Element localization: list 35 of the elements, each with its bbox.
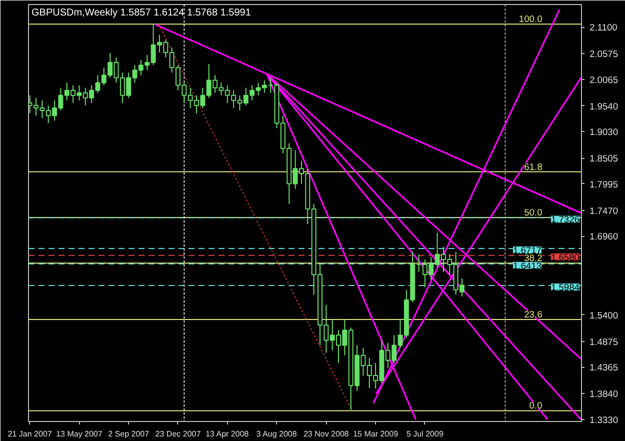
y-tick-label: 1.7995	[590, 179, 618, 190]
ref-line-label: 1.6580	[550, 252, 580, 262]
y-tick-label: 1.7470	[590, 206, 618, 216]
ref-line-label: 1.5984	[550, 282, 580, 292]
y-tick-label: 2.0575	[590, 49, 618, 60]
x-tick-label: 2 Sep 2007	[108, 430, 150, 438]
y-tick-label: 1.5400	[590, 310, 618, 320]
annotation: 50.0	[524, 207, 542, 218]
y-tick-label: 1.6960	[590, 232, 618, 242]
annotation: 23.6	[524, 310, 542, 320]
chart-title: GBPUSDm,Weekly 1.5857 1.6124 1.5768 1.5991	[32, 8, 252, 18]
x-tick-label: 21 Jan 2007	[8, 430, 52, 438]
y-tick-label: 1.3330	[590, 414, 618, 425]
y-tick-label: 2.0065	[590, 74, 618, 85]
y-tick-label: 1.3840	[590, 389, 618, 400]
x-tick-label: 23 Dec 2007	[155, 430, 202, 438]
x-tick-label: 3 Aug 2008	[256, 430, 298, 438]
y-tick-label: 1.4365	[590, 362, 618, 373]
ref-line-label: 1.6717	[512, 245, 542, 256]
x-tick-label: 13 Apr 2008	[206, 430, 250, 438]
annotation: 100.0	[518, 14, 542, 24]
x-tick-label: 13 May 2007	[56, 430, 103, 438]
x-tick-label: 15 Mar 2009	[353, 430, 399, 438]
x-tick-label: 5 Jul 2009	[406, 430, 444, 438]
y-tick-label: 1.9540	[590, 101, 618, 112]
annotation: 0.0	[529, 400, 542, 411]
annotation: 38.2	[524, 253, 542, 264]
ref-line-label: 1.7326	[550, 214, 580, 225]
y-tick-label: 2.1100	[590, 22, 618, 33]
annotation: 61.8	[524, 162, 542, 172]
ref-line-label: 1.6413	[512, 260, 542, 271]
y-tick-label: 1.8505	[590, 154, 618, 164]
y-tick-label: 1.9030	[590, 127, 618, 138]
x-tick-label: 23 Nov 2008	[303, 430, 350, 438]
y-tick-label: 1.4875	[590, 336, 618, 347]
